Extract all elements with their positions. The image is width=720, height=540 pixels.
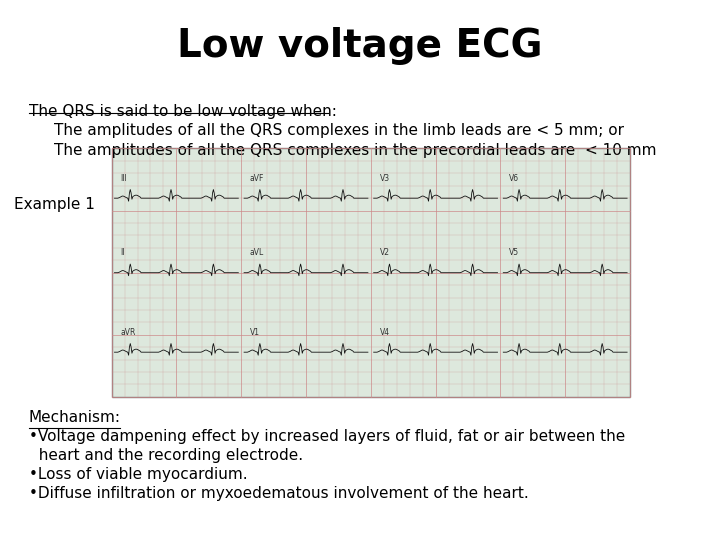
Text: Low voltage ECG: Low voltage ECG [177, 27, 543, 65]
Bar [112, 148, 630, 397]
Text: aVF: aVF [250, 174, 264, 183]
Text: •Diffuse infiltration or myxoedematous involvement of the heart.: •Diffuse infiltration or myxoedematous i… [29, 486, 528, 501]
Text: aVL: aVL [250, 248, 264, 258]
Text: V5: V5 [509, 248, 519, 258]
Text: The amplitudes of all the QRS complexes in the limb leads are < 5 mm; or: The amplitudes of all the QRS complexes … [54, 123, 624, 138]
Text: •Voltage dampening effect by increased layers of fluid, fat or air between the: •Voltage dampening effect by increased l… [29, 429, 625, 444]
Text: V3: V3 [379, 174, 390, 183]
Text: The QRS is said to be low voltage when:: The QRS is said to be low voltage when: [29, 104, 337, 119]
Text: Example 1: Example 1 [14, 197, 95, 212]
Text: The amplitudes of all the QRS complexes in the precordial leads are  < 10 mm: The amplitudes of all the QRS complexes … [54, 143, 657, 158]
Text: V2: V2 [379, 248, 390, 258]
Text: heart and the recording electrode.: heart and the recording electrode. [29, 448, 303, 463]
Text: Mechanism:: Mechanism: [29, 410, 121, 426]
Text: •Loss of viable myocardium.: •Loss of viable myocardium. [29, 467, 248, 482]
Text: V6: V6 [509, 174, 519, 183]
Text: V1: V1 [250, 328, 260, 337]
Text: V4: V4 [379, 328, 390, 337]
Text: II: II [120, 248, 125, 258]
Text: aVR: aVR [120, 328, 135, 337]
Text: III: III [120, 174, 127, 183]
